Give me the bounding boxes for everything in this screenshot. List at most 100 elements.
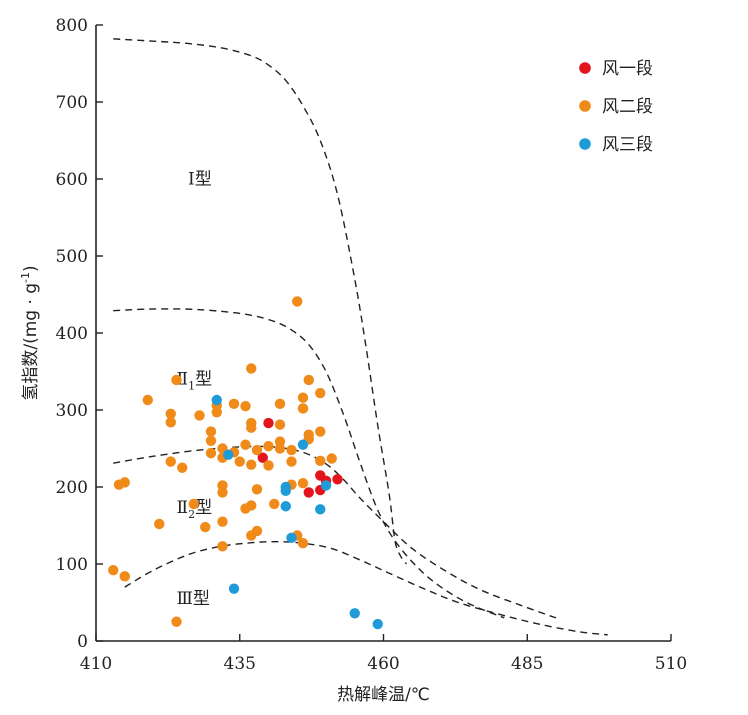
point-series-2 [263, 460, 274, 471]
point-series-3 [286, 532, 297, 544]
data-points [108, 296, 383, 630]
point-series-2 [119, 571, 130, 582]
y-tick-label: 300 [56, 401, 88, 421]
point-series-3 [349, 608, 360, 619]
point-series-2 [108, 564, 119, 576]
y-tick-label: 700 [56, 93, 88, 113]
point-series-2 [228, 398, 240, 410]
x-tick-label: 485 [511, 654, 543, 674]
point-series-2 [246, 500, 257, 511]
point-series-2 [297, 477, 309, 489]
x-axis-title: 热解峰温/℃ [337, 685, 430, 705]
y-axis-title-sup: -1 [19, 272, 32, 283]
point-series-2 [165, 456, 176, 467]
y-tick-label: 100 [56, 555, 88, 575]
point-series-2 [251, 484, 263, 495]
region-label-3: Ⅱ2型 [177, 498, 213, 521]
legend-marker-3 [579, 138, 591, 150]
point-series-2 [205, 426, 217, 437]
point-series-2 [246, 530, 257, 541]
y-axis-title-close: ) [21, 265, 41, 272]
point-series-2 [188, 498, 199, 510]
point-series-2 [315, 455, 326, 467]
point-series-2 [177, 462, 188, 473]
point-series-2 [251, 444, 263, 456]
point-series-2 [142, 394, 153, 406]
legend-label-3: 风三段 [602, 135, 653, 155]
y-tick-label: 400 [56, 324, 88, 344]
point-series-3 [297, 439, 309, 450]
y-axis-title: 氢指数/(mg · g-1) [19, 265, 41, 400]
point-series-3 [372, 618, 383, 630]
point-series-1 [263, 417, 274, 429]
y-tick-label: 0 [77, 632, 88, 652]
point-series-2 [171, 616, 182, 627]
point-series-2 [211, 407, 222, 418]
axes: 0 100 200 300 400 500 600 700 800 410 435 460 485 510 [56, 16, 688, 674]
point-series-1 [257, 452, 268, 463]
y-axis-title-main: 氢指数/(mg · g [21, 283, 41, 401]
y-tick-label: 800 [56, 16, 88, 36]
point-series-1 [303, 487, 314, 498]
y-tick-label: 600 [56, 170, 88, 190]
point-series-3 [280, 485, 291, 497]
point-series-2 [315, 387, 326, 399]
point-series-2 [246, 363, 257, 374]
point-series-2 [194, 410, 205, 421]
point-series-2 [205, 447, 217, 459]
region-labels: Ⅰ型 Ⅱ1型 Ⅱ2型 Ⅲ型 [177, 169, 213, 609]
boundary-curve-4 [124, 540, 608, 636]
boundary-curves [113, 38, 608, 636]
point-series-2 [165, 417, 176, 428]
y-tick-label: 500 [56, 247, 88, 267]
point-series-2 [274, 419, 286, 430]
point-series-2 [286, 444, 297, 456]
point-series-2 [246, 422, 257, 433]
region-label-2: Ⅱ1型 [177, 370, 213, 393]
point-series-2 [234, 456, 245, 467]
point-series-2 [274, 398, 286, 410]
point-series-2 [315, 426, 326, 437]
point-series-2 [263, 440, 274, 452]
point-series-2 [274, 443, 286, 454]
point-series-2 [165, 408, 176, 420]
point-series-2 [171, 374, 182, 386]
y-tick-label: 200 [56, 478, 88, 498]
point-series-2 [200, 521, 211, 533]
legend-marker-1 [579, 62, 591, 74]
region-label-1: Ⅰ型 [188, 169, 212, 189]
point-series-3 [211, 394, 222, 406]
point-series-3 [320, 480, 332, 491]
point-series-2 [297, 538, 309, 549]
legend-label-1: 风一段 [602, 59, 653, 79]
legend-label-2: 风二段 [602, 97, 653, 117]
point-series-2 [205, 435, 217, 446]
point-series-1 [332, 474, 343, 485]
point-series-2 [119, 477, 130, 488]
point-series-2 [217, 541, 228, 552]
x-tick-label: 510 [655, 654, 687, 674]
point-series-2 [297, 403, 309, 414]
point-series-2 [154, 518, 165, 530]
x-tick-label: 410 [80, 654, 112, 674]
point-series-3 [228, 583, 240, 594]
point-series-2 [292, 296, 303, 307]
point-series-2 [217, 516, 228, 527]
legend-marker-2 [579, 100, 591, 112]
point-series-3 [280, 501, 291, 512]
point-series-2 [269, 498, 280, 510]
point-series-3 [223, 449, 234, 460]
point-series-2 [217, 487, 228, 498]
x-tick-label: 460 [367, 654, 399, 674]
point-series-2 [303, 374, 314, 386]
x-tick-label: 435 [224, 654, 256, 674]
point-series-2 [326, 453, 337, 464]
point-series-2 [240, 439, 251, 450]
boundary-curve-2 [113, 308, 505, 619]
point-series-2 [297, 392, 309, 403]
point-series-2 [246, 459, 257, 470]
region-label-4: Ⅲ型 [177, 589, 210, 609]
point-series-2 [240, 400, 251, 412]
